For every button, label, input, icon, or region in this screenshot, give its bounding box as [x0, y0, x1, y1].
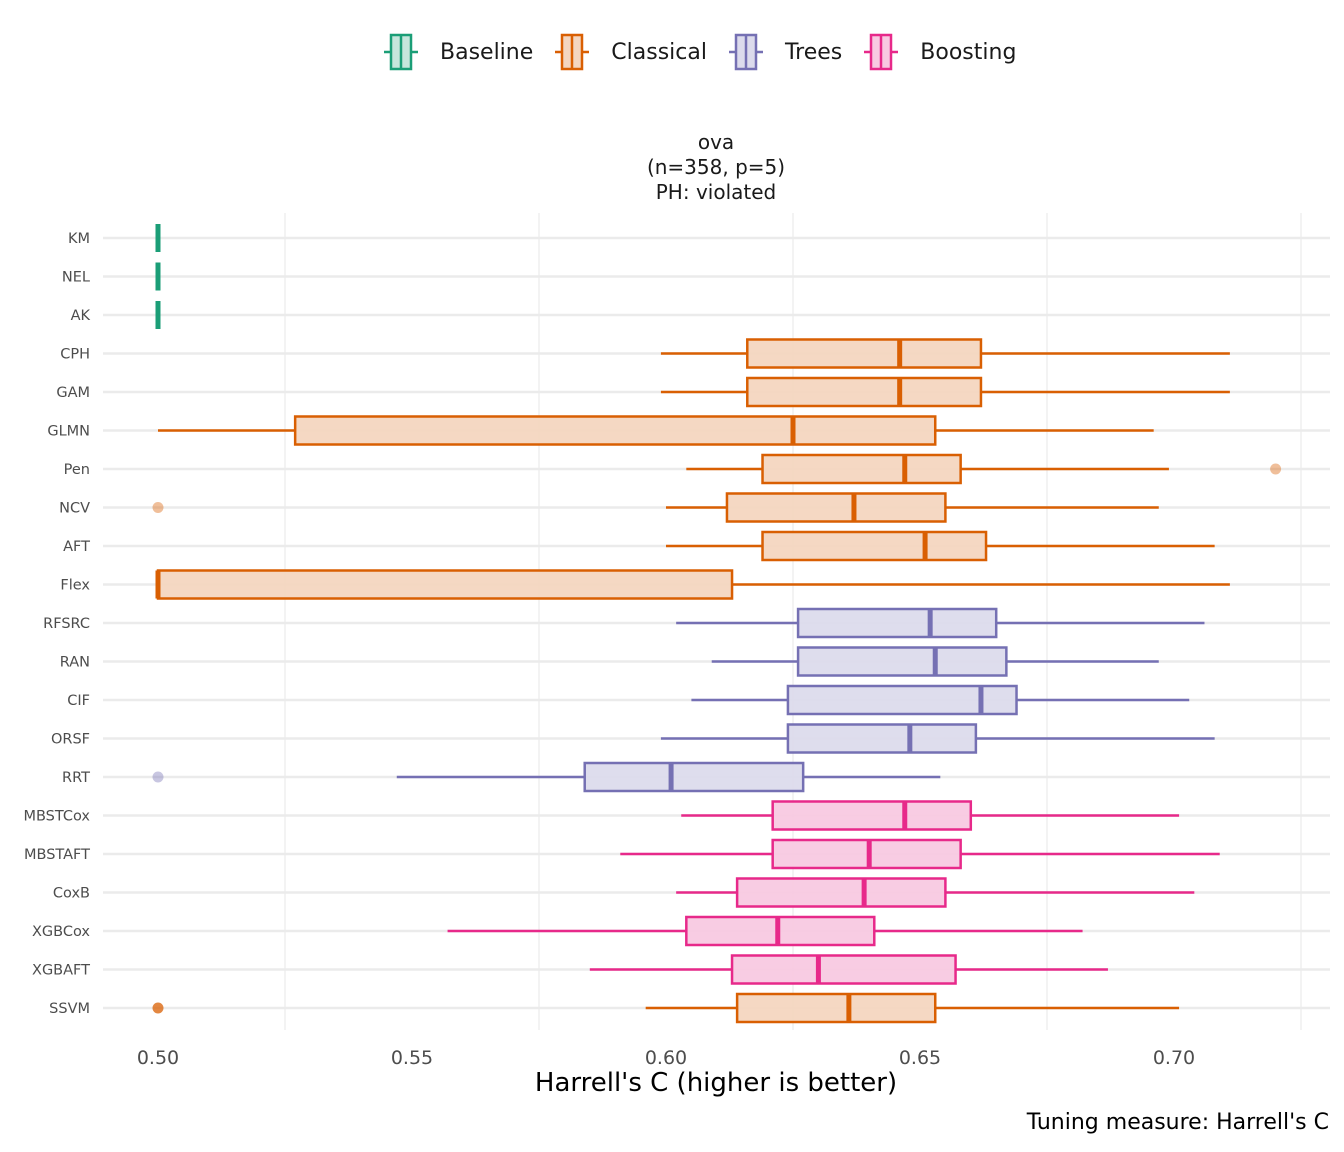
legend: Baseline Classical Trees Boosting — [0, 32, 1344, 72]
y-axis-labels: KM NEL AK CPH GAM GLMN Pen NCV AFT Flex RFSRC RAN CI… — [23, 231, 90, 1017]
iqr-box — [786, 684, 1018, 716]
y-tick-label: Flex — [60, 578, 90, 594]
box-CoxB — [676, 877, 1195, 908]
box-MBSTCox — [681, 800, 1180, 831]
legend-key-icon — [384, 33, 418, 71]
y-tick-label: SSVM — [49, 1001, 90, 1017]
boxes — [152, 224, 1282, 1024]
iqr-box — [293, 415, 937, 446]
y-tick-label: CoxB — [53, 886, 90, 902]
iqr-box — [771, 838, 962, 870]
y-tick-label: GAM — [56, 385, 90, 401]
x-tick-label: 0.50 — [137, 1047, 179, 1069]
y-tick-label: CIF — [67, 693, 90, 709]
y-tick-label: RFSRC — [43, 616, 90, 632]
box-CIF — [691, 684, 1190, 716]
y-tick-label: AK — [71, 308, 91, 324]
box-GAM — [660, 376, 1230, 408]
facet-title-line-1: ova — [697, 130, 735, 154]
y-tick-label: NCV — [59, 501, 90, 517]
iqr-box — [796, 646, 1008, 677]
box-Pen — [686, 453, 1282, 485]
legend-label: Boosting — [920, 39, 1017, 65]
iqr-box — [746, 376, 983, 408]
iqr-box — [771, 800, 973, 831]
facet-title-line-3: PH: violated — [655, 180, 777, 204]
y-tick-label: XGBCox — [32, 924, 90, 940]
y-tick-label: GLMN — [47, 424, 90, 440]
iqr-box — [730, 954, 957, 985]
y-tick-label: KM — [68, 231, 90, 247]
outlier-point — [152, 771, 164, 783]
x-axis-title: Harrell's C (higher is better) — [534, 1068, 898, 1098]
caption: Tuning measure: Harrell's C — [1026, 1110, 1329, 1135]
iqr-box — [583, 761, 805, 793]
iqr-box — [761, 530, 988, 562]
legend-label: Baseline — [440, 39, 534, 65]
y-tick-label: MBSTAFT — [24, 847, 90, 863]
box-ORSF — [660, 723, 1215, 754]
legend-item-boosting: Boosting — [864, 32, 1016, 72]
outlier-point — [152, 502, 164, 513]
iqr-box — [796, 607, 998, 639]
legend-label: Classical — [611, 39, 707, 65]
y-tick-label: XGBAFT — [32, 963, 90, 979]
box-RFSRC — [676, 607, 1205, 639]
y-tick-label: AFT — [63, 539, 90, 555]
y-tick-label: ORSF — [51, 732, 90, 748]
x-axis-ticks: 0.50 0.55 0.60 0.65 0.70 — [137, 1047, 1195, 1069]
iqr-box — [685, 915, 876, 947]
iqr-box — [735, 877, 947, 908]
box-Flex — [155, 569, 1230, 600]
box-GLMN — [158, 415, 1154, 446]
box-RRT — [152, 761, 941, 793]
iqr-box — [746, 338, 983, 369]
y-tick-label: RAN — [60, 655, 90, 671]
iqr-box — [761, 453, 962, 485]
grid — [103, 213, 1330, 1030]
box-CPH — [660, 338, 1230, 369]
iqr-box — [786, 723, 978, 754]
legend-key-icon — [728, 33, 763, 71]
box-SSVM — [152, 992, 1180, 1024]
legend-item-trees: Trees — [728, 32, 843, 72]
outlier-point — [1270, 463, 1282, 475]
legend-key-icon — [864, 33, 899, 71]
box-MBSTAFT — [620, 838, 1220, 870]
box-XGBAFT — [589, 954, 1108, 985]
legend-key-icon — [555, 33, 590, 71]
legend-item-classical: Classical — [555, 32, 707, 72]
y-tick-label: RRT — [62, 770, 90, 786]
legend-label: Trees — [784, 39, 843, 65]
legend-item-baseline: Baseline — [384, 32, 533, 72]
x-tick-label: 0.60 — [645, 1047, 687, 1069]
y-tick-label: MBSTCox — [23, 809, 90, 825]
outlier-point — [152, 1002, 164, 1014]
facet-title: ova (n=358, p=5) PH: violated — [616, 130, 816, 205]
y-tick-label: Pen — [64, 462, 90, 478]
iqr-box — [725, 492, 947, 523]
x-tick-label: 0.65 — [899, 1047, 941, 1069]
box-NCV — [152, 492, 1159, 523]
y-tick-label: CPH — [60, 347, 90, 363]
box-AFT — [666, 530, 1215, 562]
facet-title-line-2: (n=358, p=5) — [646, 155, 786, 179]
iqr-box — [735, 992, 937, 1024]
x-tick-label: 0.70 — [1153, 1047, 1195, 1069]
iqr-box — [156, 569, 734, 600]
x-tick-label: 0.55 — [391, 1047, 433, 1069]
box-RAN — [711, 646, 1159, 677]
box-XGBCox — [447, 915, 1083, 947]
y-tick-label: NEL — [62, 270, 90, 286]
